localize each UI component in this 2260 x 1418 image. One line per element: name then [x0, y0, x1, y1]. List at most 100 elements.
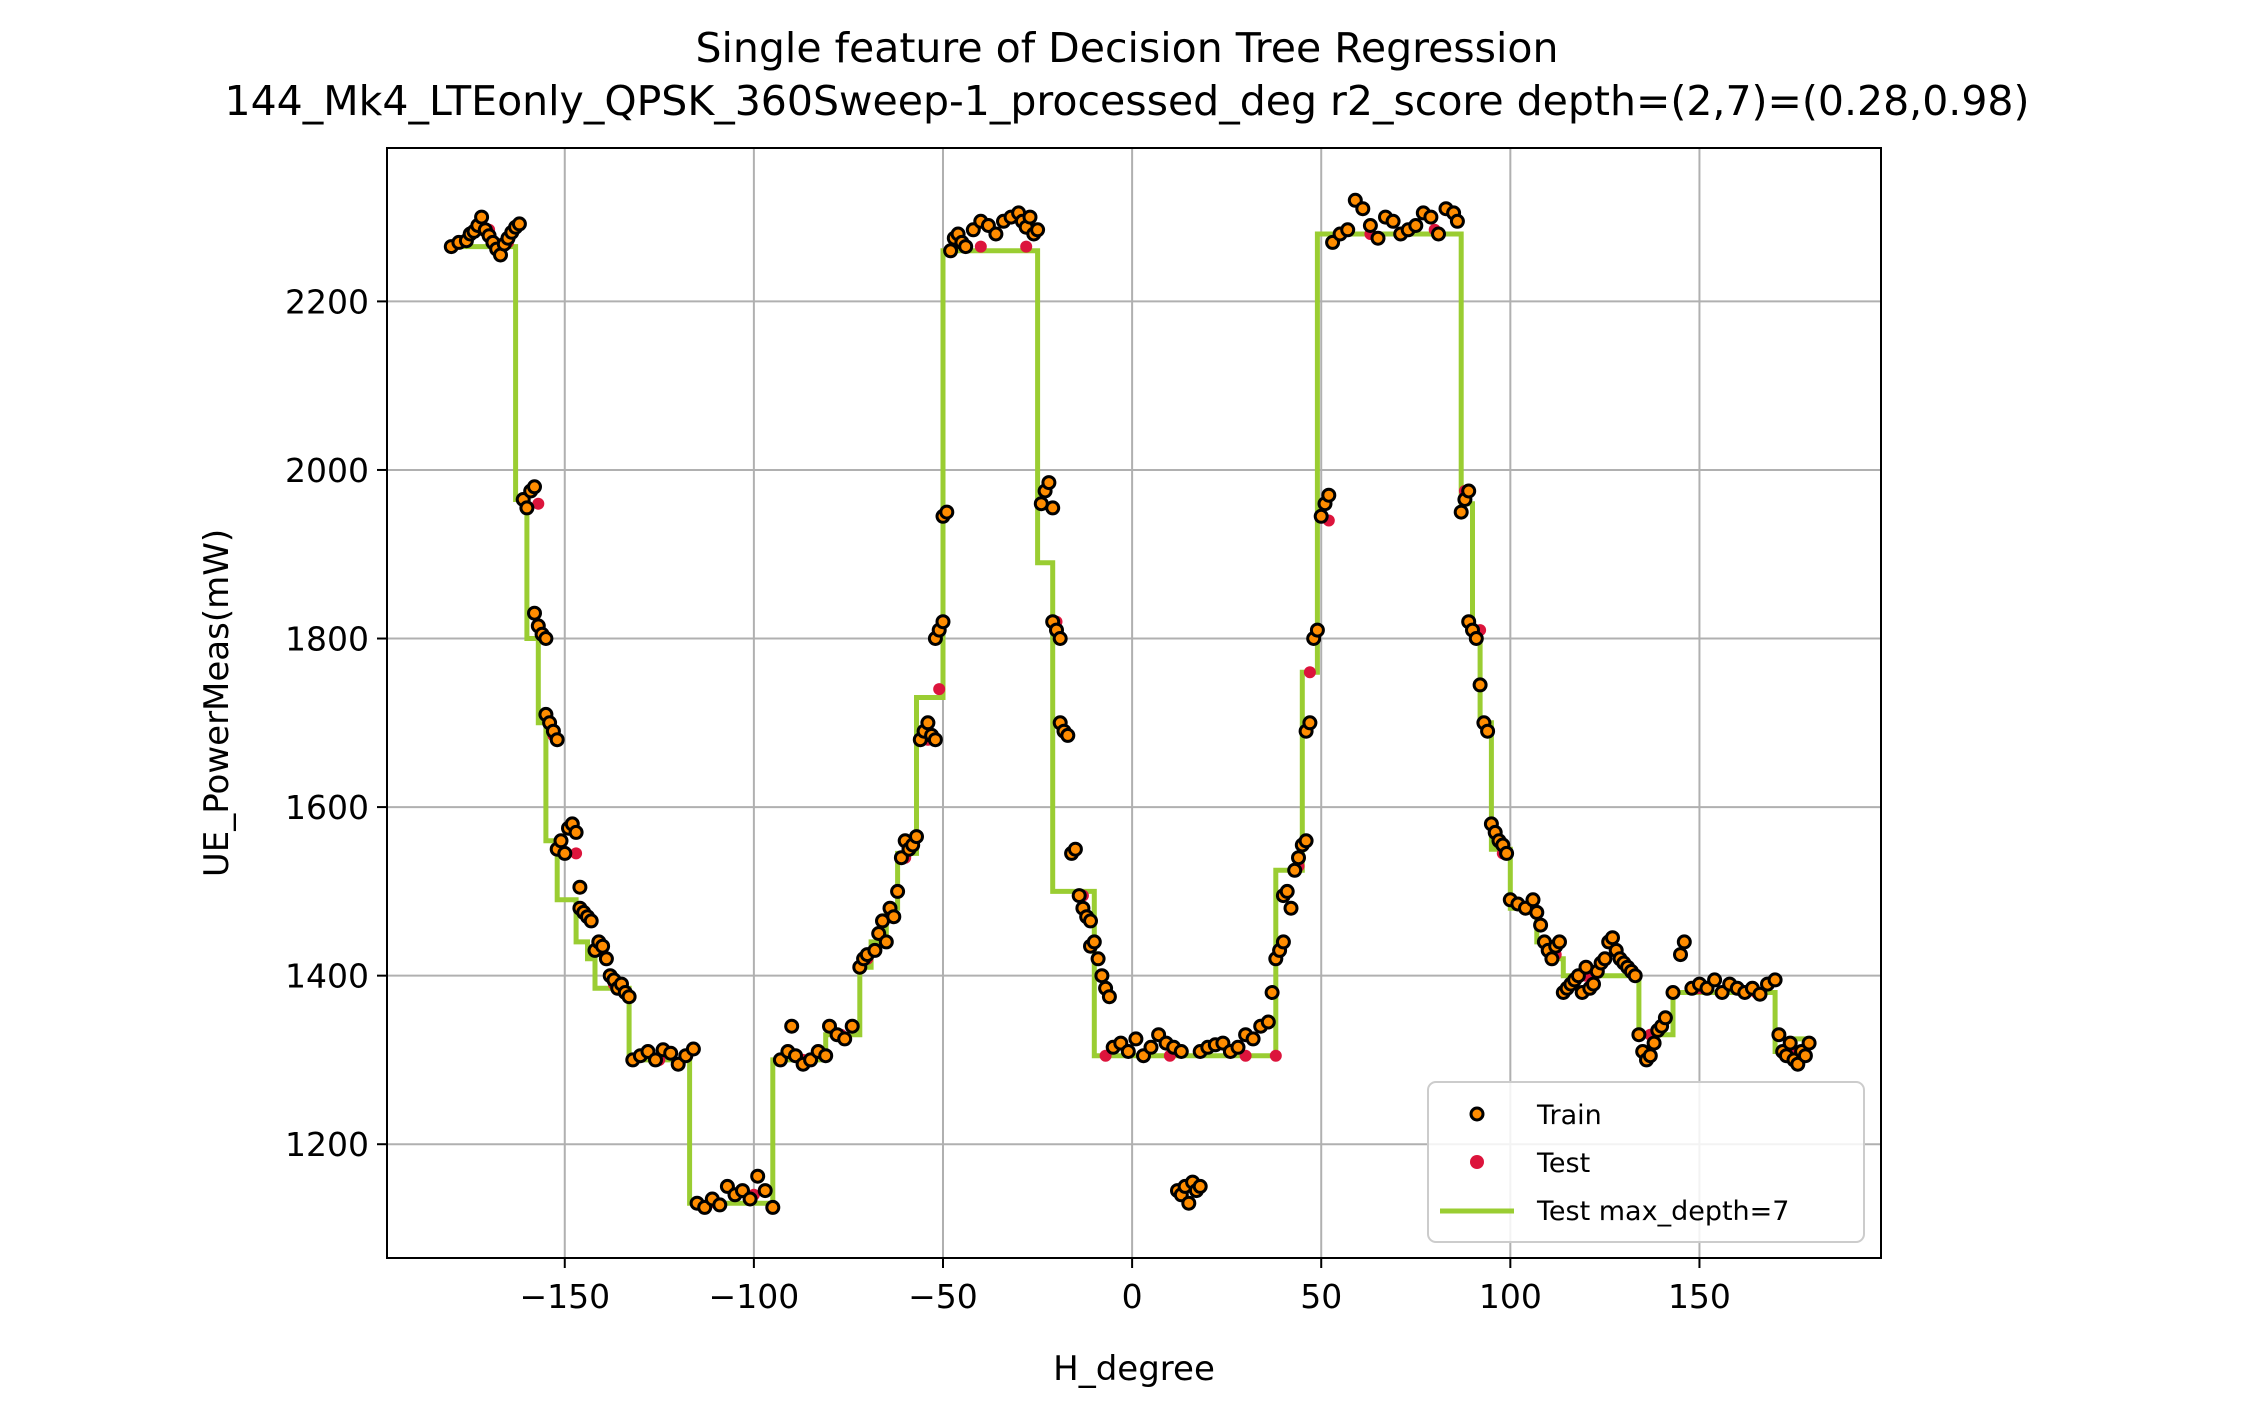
train-point — [1340, 222, 1356, 238]
train-point — [765, 1199, 781, 1215]
train-point — [1309, 622, 1325, 638]
train-point — [1128, 1031, 1144, 1047]
train-point — [1279, 883, 1295, 899]
test-point — [933, 683, 946, 696]
train-point — [527, 605, 542, 621]
train-point — [943, 243, 959, 259]
train-point — [598, 951, 614, 967]
train-point — [1544, 951, 1560, 967]
train-point — [742, 1191, 758, 1207]
train-point — [1525, 892, 1541, 908]
x-tick-label: −100 — [709, 1277, 800, 1316]
test-point — [532, 497, 545, 510]
x-tick-label: 150 — [1668, 1277, 1731, 1316]
plot-frame — [386, 147, 1882, 1259]
train-point — [549, 732, 565, 748]
train-point — [1173, 1044, 1189, 1059]
train-point — [1362, 218, 1378, 233]
x-tick-label: 50 — [1300, 1277, 1342, 1316]
train-point — [553, 833, 569, 849]
train-point — [1665, 985, 1681, 1000]
y-axis-ticks: 1200 1400 1600 1800 2000 2200 — [285, 282, 387, 1164]
train-point — [621, 989, 637, 1005]
train-point — [1472, 677, 1488, 693]
train-point — [1086, 934, 1102, 950]
train-point — [1101, 989, 1117, 1005]
train-point — [1423, 209, 1439, 225]
train-point — [572, 879, 588, 895]
test-point — [570, 847, 583, 860]
x-axis-ticks: −150 −100 −50 0 50 100 150 — [519, 1258, 1731, 1316]
train-point — [1631, 1027, 1647, 1043]
legend-test-marker — [1470, 1155, 1484, 1169]
train-point — [1529, 904, 1545, 920]
train-point — [909, 829, 924, 845]
y-tick-label: 1600 — [285, 788, 369, 827]
train-point — [583, 913, 599, 929]
train-point — [1657, 1010, 1673, 1026]
train-point — [878, 934, 894, 950]
train-point — [663, 1045, 679, 1061]
train-point — [1321, 487, 1337, 503]
train-point — [1041, 475, 1057, 491]
train-point — [1533, 917, 1549, 933]
train-point — [1120, 1044, 1136, 1059]
train-point — [1052, 631, 1068, 646]
train-point — [1090, 951, 1106, 967]
train-point — [1298, 833, 1314, 849]
train-point — [527, 479, 542, 495]
train-point — [1408, 218, 1424, 233]
y-tick-label: 2000 — [285, 451, 369, 490]
y-tick-label: 1800 — [285, 620, 369, 659]
train-point — [538, 631, 554, 646]
train-point — [886, 909, 902, 925]
legend-test-label: Test — [1536, 1148, 1590, 1179]
train-point — [1230, 1039, 1246, 1055]
train-point — [1275, 934, 1291, 950]
x-axis-label: H_degree — [1053, 1349, 1215, 1389]
train-point — [1302, 715, 1318, 731]
x-tick-label: −150 — [519, 1277, 610, 1316]
train-point — [1071, 888, 1087, 904]
test-point — [1269, 1049, 1282, 1062]
train-point — [1030, 222, 1046, 238]
train-point — [988, 226, 1004, 242]
train-point — [1022, 209, 1038, 225]
train-point — [935, 614, 951, 630]
train-point — [1752, 986, 1768, 1002]
train-point — [844, 1018, 860, 1034]
train-point — [1181, 1195, 1197, 1211]
train-point — [1260, 1014, 1276, 1030]
train-point — [1067, 841, 1083, 857]
train-point — [1245, 1031, 1261, 1047]
train-point — [1676, 934, 1692, 950]
train-point — [818, 1048, 834, 1064]
train-point — [511, 216, 527, 232]
train-point — [1287, 862, 1303, 878]
train-point — [1060, 727, 1076, 743]
train-point — [519, 500, 535, 516]
train-point — [595, 938, 611, 954]
chart-title: Single feature of Decision Tree Regressi… — [696, 24, 1559, 72]
test-point — [1303, 666, 1316, 679]
train-point — [1499, 845, 1515, 861]
train-point — [1646, 1035, 1662, 1051]
train-point — [1283, 900, 1299, 916]
train-point — [1143, 1039, 1159, 1055]
train-point — [1313, 508, 1329, 524]
legend-box — [1427, 1081, 1865, 1243]
train-point — [1264, 985, 1280, 1000]
train-point — [958, 239, 974, 255]
train-point — [1431, 226, 1446, 242]
x-tick-label: 0 — [1122, 1277, 1143, 1316]
legend: Train Test Test max_depth=7 — [1427, 1081, 1865, 1243]
train-point — [1355, 201, 1371, 217]
test-point — [974, 240, 987, 253]
train-point — [685, 1041, 701, 1057]
y-tick-label: 2200 — [285, 282, 369, 321]
train-point — [1586, 976, 1601, 992]
y-tick-label: 1400 — [285, 957, 369, 996]
train-point — [920, 715, 936, 731]
